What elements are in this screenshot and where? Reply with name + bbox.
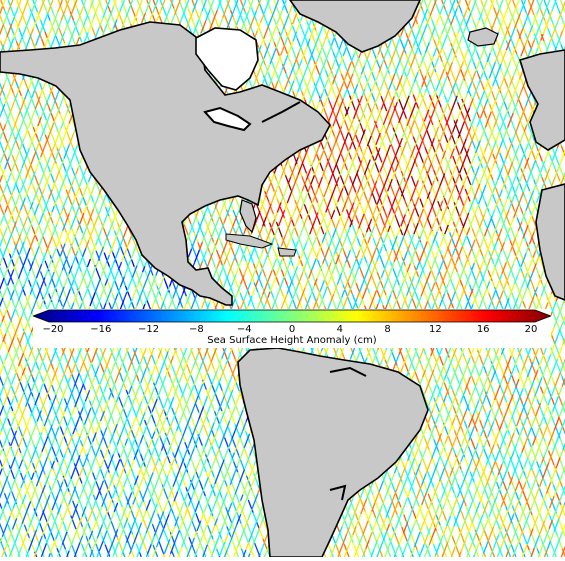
colorbar-tick-label: −4 xyxy=(237,324,252,335)
colorbar-tick-label: 4 xyxy=(337,324,343,335)
colorbar-tick-label: −8 xyxy=(189,324,204,335)
colorbar-tick-label: −20 xyxy=(42,324,63,335)
colorbar-gradient xyxy=(33,310,551,322)
colorbar-panel: −20 −16 −12 −8 −4 0 4 8 12 16 20 Sea Surface Heigh… xyxy=(33,309,551,348)
colorbar-tick-label: 16 xyxy=(477,324,490,335)
colorbar-tick-label: −12 xyxy=(138,324,159,335)
land-hispaniola xyxy=(278,248,296,256)
colorbar-tick-label: −16 xyxy=(90,324,111,335)
colorbar-tick-label: 0 xyxy=(289,324,295,335)
colorbar-tick-label: 12 xyxy=(429,324,442,335)
colorbar-tick-label: 20 xyxy=(525,324,538,335)
colorbar xyxy=(33,309,551,323)
colorbar-tick-label: 8 xyxy=(384,324,390,335)
colorbar-title: Sea Surface Height Anomaly (cm) xyxy=(33,335,551,346)
